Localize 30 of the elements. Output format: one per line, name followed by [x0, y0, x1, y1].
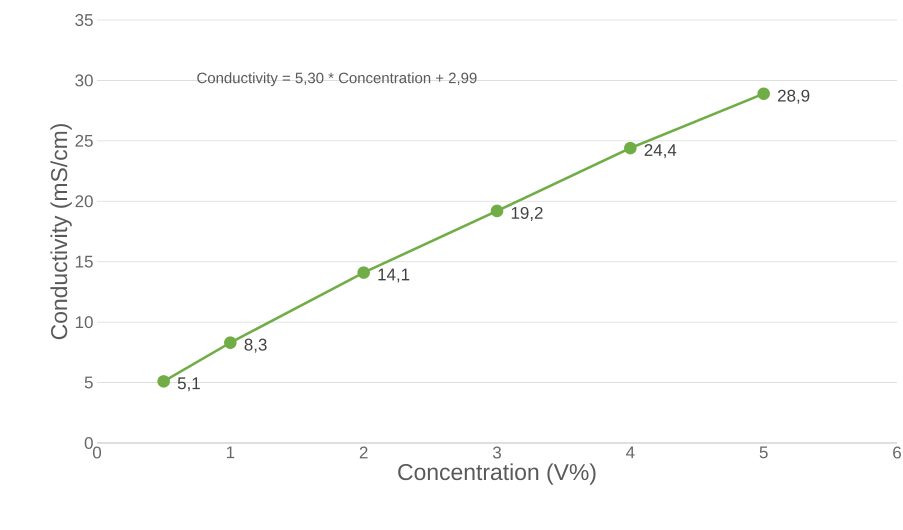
data-label: 24,4: [644, 144, 676, 158]
point: [624, 142, 637, 154]
y-tick-label: 30: [75, 74, 93, 86]
x-tick-label: 5: [760, 446, 768, 458]
x-tick-label: 6: [893, 446, 901, 459]
data-label: 8,3: [244, 338, 267, 353]
y-tick-label: 15: [76, 256, 93, 268]
x-tick-label: 1: [226, 446, 234, 458]
data-label: 19,2: [512, 206, 543, 221]
x-tick-label: 0: [92, 446, 102, 459]
data-label: 14,1: [378, 268, 410, 282]
y-tick-label: 20: [76, 195, 93, 208]
y-axis-title: Conductivity (mS/cm): [50, 124, 72, 340]
y-tick-label: 25: [76, 134, 93, 147]
point: [224, 336, 237, 349]
point: [157, 375, 170, 388]
point: [357, 266, 370, 279]
x-tick-label: 2: [360, 446, 368, 458]
y-tick-label: 10: [76, 316, 93, 328]
x-tick-label: 4: [626, 446, 635, 458]
annotation: Conductivity = 5,30 * Concentration + 2,99: [197, 72, 477, 86]
y-tick-label: 0: [84, 437, 93, 449]
y-tick-label: 5: [84, 376, 93, 388]
x-axis-title: Concentration (V%): [398, 463, 596, 485]
y-tick-label: 35: [75, 14, 93, 26]
x-tick-label: 3: [492, 446, 501, 459]
point: [490, 204, 504, 218]
data-label: 28,9: [778, 90, 810, 104]
data-label: 5,1: [178, 377, 200, 392]
point: [757, 87, 770, 100]
